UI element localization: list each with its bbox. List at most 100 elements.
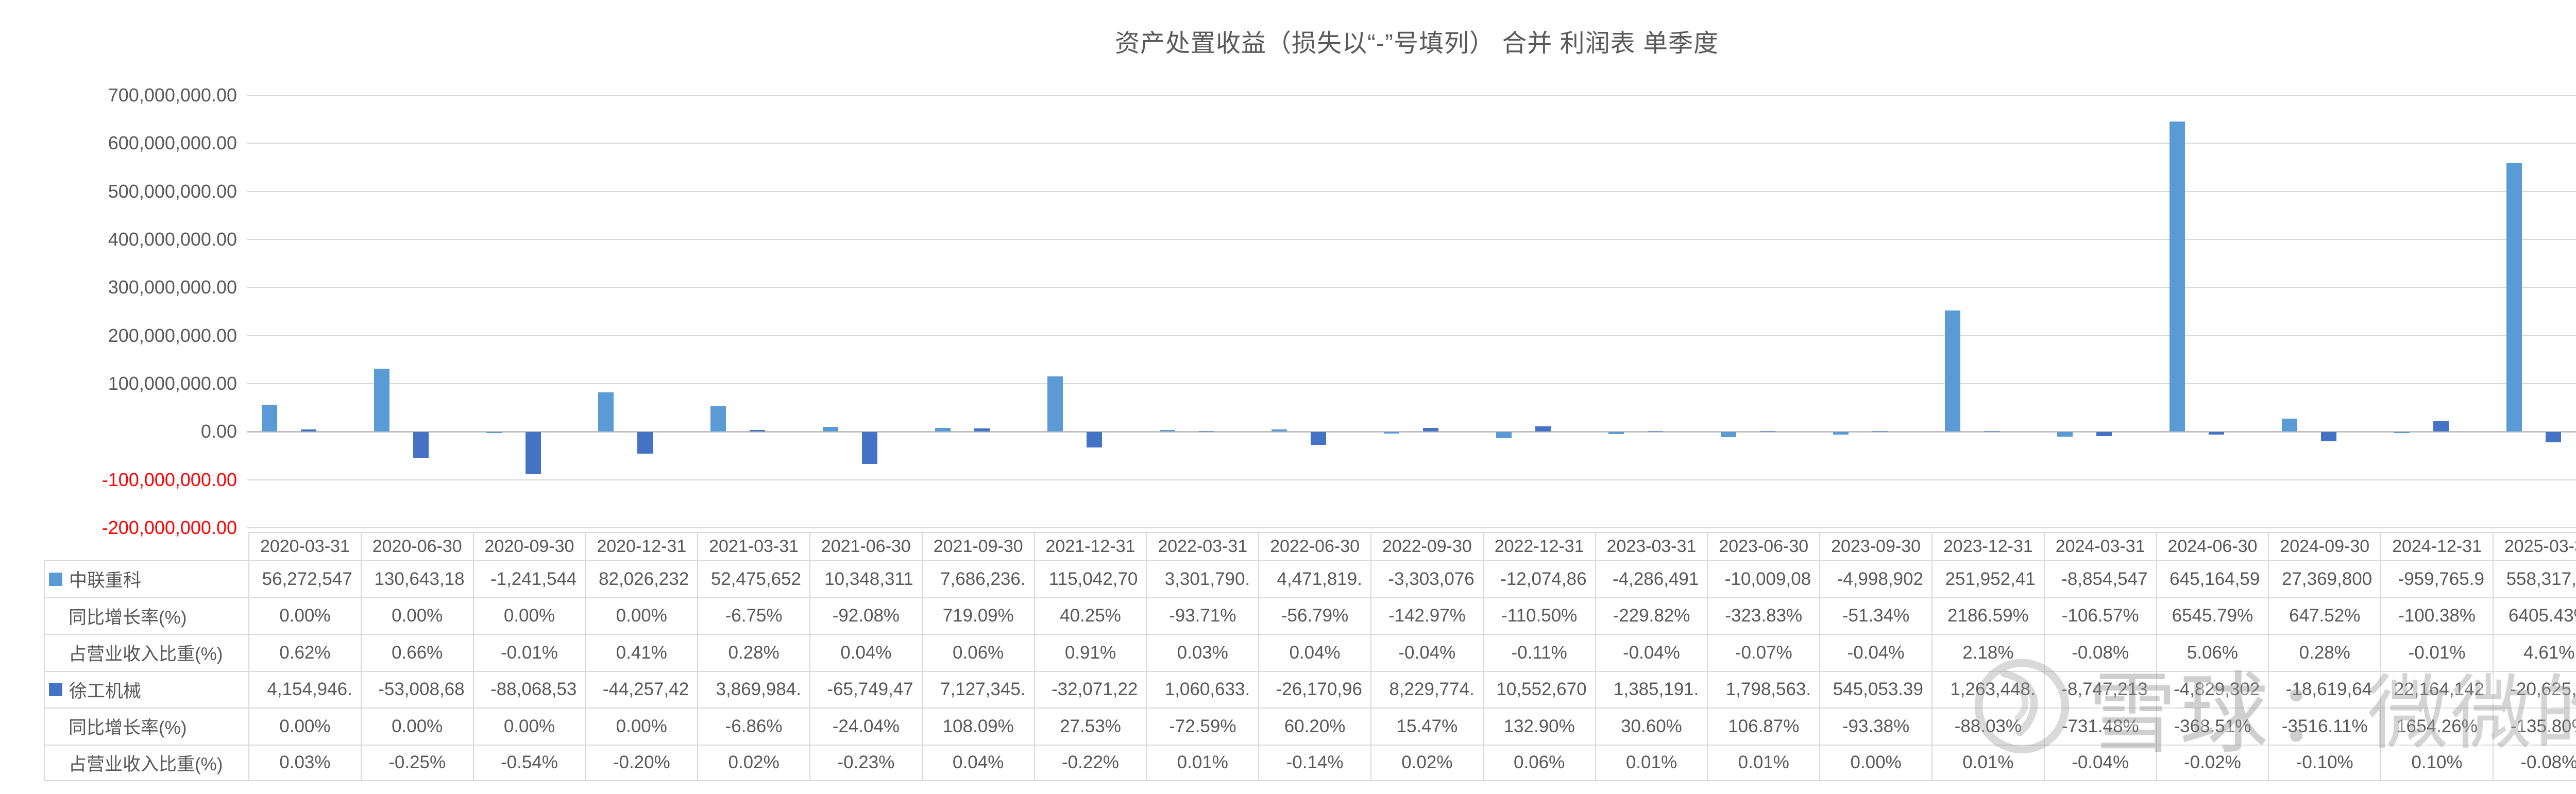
table-cell: 6545.79% [2156,597,2268,634]
table-cell: 0.04% [921,744,1034,781]
bar-徐工机械-2023-03-31 [1647,430,1663,432]
bar-中联重科-2024-03-31 [2057,432,2073,437]
table-cell: -4,829,302 [2156,670,2268,707]
table-cell: 719.09% [921,597,1034,634]
table-cell: -8,747,213 [2043,670,2156,707]
gridline [247,191,2576,192]
date-header-cell: 2021-09-30 [921,532,1034,560]
table-cell: -65,749,47 [809,670,922,707]
table-cell: -0.14% [1258,744,1370,781]
table-cell: 106.87% [1707,707,1820,745]
table-cell: -0.11% [1482,634,1595,671]
bar-徐工机械-2024-06-30 [2209,432,2225,435]
gridline [247,479,2576,480]
bar-中联重科-2022-12-31 [1496,432,1512,438]
table-cell: -3516.11% [2268,707,2381,745]
table-cell: 0.00% [360,707,473,745]
y-axis-tick-label: 100,000,000.00 [108,372,237,394]
table-cell: -0.02% [2156,744,2268,781]
y-axis-tick-label: 600,000,000.00 [108,132,237,154]
gridline [247,383,2576,384]
bar-中联重科-2021-12-31 [1047,376,1063,432]
table-cell: 4,471,819. [1258,560,1370,597]
table-cell: -0.08% [2043,634,2156,671]
bar-徐工机械-2024-09-30 [2320,432,2336,441]
table-cell: 0.41% [585,634,698,671]
bar-中联重科-2024-06-30 [2170,122,2185,432]
y-axis-tick-label: 300,000,000.00 [108,277,237,298]
bar-中联重科-2023-09-30 [1833,432,1849,435]
date-header-cell: 2022-12-31 [1482,532,1595,560]
table-cell: 0.06% [1482,744,1595,781]
table-cell: -0.54% [472,744,585,781]
table-cell: 0.04% [809,634,922,671]
table-cell: 27.53% [1033,707,1146,745]
table-cell: 27,369,800 [2268,560,2381,597]
bar-中联重科-2023-12-31 [1945,310,1961,432]
table-cell: 6405.43% [2492,597,2576,634]
table-cell: -12,074,86 [1482,560,1595,597]
bar-中联重科-2020-09-30 [486,432,502,433]
table-cell: 1,060,633. [1146,670,1259,707]
table-cell: 0.10% [2380,744,2493,781]
bar-徐工机械-2022-06-30 [1311,432,1327,445]
chart-title: 资产处置收益（损失以“-”号填列） 合并 利润表 单季度 [1115,30,1719,57]
metric-label: 占营业收入比重(%) [44,744,248,781]
table-cell: 3,301,790. [1146,560,1259,597]
table-cell: 40.25% [1033,597,1146,634]
x-axis-line [247,431,2576,433]
table-cell: 1654.26% [2380,707,2493,745]
gridline [247,287,2576,288]
bar-徐工机械-2023-06-30 [1759,430,1775,432]
table-cell: 0.28% [2268,634,2381,671]
bar-中联重科-2023-06-30 [1720,432,1736,437]
table-cell: 56,272,547 [248,560,361,597]
date-header-cell: 2023-03-31 [1595,532,1707,560]
table-cell: 0.03% [248,744,361,781]
bar-徐工机械-2021-12-31 [1086,432,1102,448]
table-cell: -731.48% [2043,707,2156,745]
table-cell: 108.09% [921,707,1034,745]
table-cell: 52,475,652 [697,560,809,597]
table-cell: -3,303,076 [1370,560,1483,597]
table-cell: 82,026,232 [585,560,698,597]
row-label-text: 同比增长率(%) [69,607,187,628]
table-cell: -0.20% [585,744,698,781]
table-cell: -0.23% [809,744,922,781]
table-cell: -0.01% [2380,634,2493,671]
bar-徐工机械-2020-12-31 [637,432,653,454]
date-header-cell: 2023-06-30 [1707,532,1820,560]
table-cell: -0.08% [2492,744,2576,781]
bar-徐工机械-2023-12-31 [1984,430,2000,432]
gridline [247,238,2576,240]
table-cell: 1,798,563. [1707,670,1820,707]
date-header-cell: 2023-12-31 [1931,532,2044,560]
row-label-text: 占营业收入比重(%) [69,644,223,665]
table-cell: -4,286,491 [1595,560,1707,597]
bar-中联重科-2020-06-30 [374,369,389,432]
table-cell: 0.28% [697,634,809,671]
table-cell: -20,625,91 [2492,670,2576,707]
table-cell: 130,643,18 [360,560,473,597]
table-cell: -0.25% [360,744,473,781]
gridline [247,527,2576,528]
table-cell: -8,854,547 [2043,560,2156,597]
row-label-text: 徐工机械 [69,681,142,701]
table-cell: 7,686,236. [921,560,1034,597]
table-cell: -135.80% [2492,707,2576,745]
bar-中联重科-2021-09-30 [935,428,951,432]
table-cell: 0.01% [1595,744,1707,781]
table-cell: -24.04% [809,707,922,745]
table-cell: -0.04% [2043,744,2156,781]
data-table: 2020-03-31 2020-06-30 2020-09-30 2020-12-31… [44,532,2576,781]
table-cell: 545,053.39 [1819,670,1931,707]
bar-徐工机械-2021-09-30 [974,428,990,432]
bar-徐工机械-2022-12-31 [1535,426,1551,432]
table-cell: -4,998,902 [1819,560,1931,597]
table-cell: 1,385,191. [1595,670,1707,707]
table-cell: -72.59% [1146,707,1259,745]
table-cell: 4,154,946. [248,670,361,707]
series-label-中联重科: 中联重科 [44,560,248,597]
date-header-cell: 2024-09-30 [2268,532,2381,560]
table-cell: -6.75% [697,597,809,634]
